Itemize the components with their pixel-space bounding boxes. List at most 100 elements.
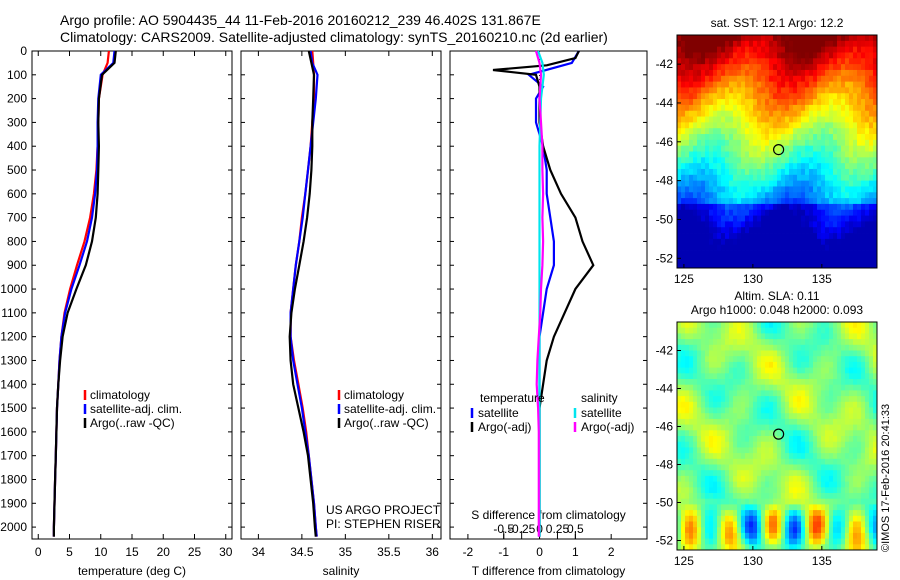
map-cell xyxy=(677,339,682,346)
map-cell xyxy=(793,333,798,340)
map-cell xyxy=(709,139,714,147)
map-cell xyxy=(761,361,766,368)
map-cell xyxy=(797,418,802,425)
map-cell xyxy=(817,493,822,500)
map-cell xyxy=(733,250,738,257)
map-cell xyxy=(809,407,814,414)
map-cell xyxy=(869,256,874,263)
map-cell xyxy=(825,413,830,420)
map-cell xyxy=(677,203,682,211)
map-cell xyxy=(817,203,822,211)
map-cell xyxy=(861,180,866,187)
map-cell xyxy=(805,373,810,380)
map-cell xyxy=(693,192,698,199)
map-cell xyxy=(757,493,762,500)
map-cell xyxy=(833,504,838,511)
map-cell xyxy=(845,350,850,357)
map-cell xyxy=(697,367,702,374)
map-cell xyxy=(677,322,682,329)
map-cell xyxy=(789,470,794,477)
map-cell xyxy=(801,498,806,505)
map-cell xyxy=(845,87,850,94)
map-cell xyxy=(861,93,866,100)
map-cell xyxy=(853,493,858,500)
map-cell xyxy=(785,481,790,488)
s-tick-label: 0.25 xyxy=(546,522,570,536)
map-cell xyxy=(781,373,786,380)
map-cell xyxy=(777,475,782,482)
map-cell xyxy=(745,532,750,539)
map-cell xyxy=(701,532,706,539)
map-cell xyxy=(797,116,802,123)
map-cell xyxy=(697,81,702,88)
map-cell xyxy=(693,367,698,374)
map-cell xyxy=(841,521,846,528)
map-cell xyxy=(789,498,794,505)
map-cell xyxy=(849,361,854,368)
map-cell xyxy=(685,498,690,505)
map-cell xyxy=(809,163,814,170)
map-cell xyxy=(741,498,746,505)
map-cell xyxy=(777,116,782,123)
map-cell xyxy=(729,538,734,545)
map-cell xyxy=(793,238,798,246)
map-cell xyxy=(717,424,722,431)
map-cell xyxy=(689,244,694,251)
map-cell xyxy=(805,244,810,251)
map-cell xyxy=(781,453,786,460)
map-cell xyxy=(721,87,726,94)
map-cell xyxy=(857,333,862,340)
map-cell xyxy=(845,487,850,494)
map-cell xyxy=(757,145,762,152)
map-cell xyxy=(789,81,794,88)
map-cell xyxy=(681,327,686,334)
map-cell xyxy=(829,256,834,263)
map-cell xyxy=(713,373,718,380)
map-cell xyxy=(793,221,798,228)
map-cell xyxy=(713,510,718,517)
map-cell xyxy=(689,436,694,443)
map-cell xyxy=(793,139,798,147)
map-cell xyxy=(805,52,810,59)
map-cell xyxy=(753,424,758,431)
map-cell xyxy=(833,532,838,539)
map-cell xyxy=(837,396,842,403)
map-cell xyxy=(837,139,842,147)
map-cell xyxy=(809,453,814,460)
map-cell xyxy=(829,139,834,147)
map-cell xyxy=(809,139,814,147)
map-cell xyxy=(801,58,806,65)
map-cell xyxy=(737,116,742,123)
map-cell xyxy=(829,430,834,437)
map-cell xyxy=(873,322,878,329)
map-cell xyxy=(809,40,814,48)
map-cell xyxy=(737,209,742,216)
map-cell xyxy=(857,430,862,437)
map-cell xyxy=(745,151,750,158)
map-cell xyxy=(829,538,834,545)
map-cell xyxy=(849,407,854,414)
map-cell xyxy=(833,464,838,471)
map-cell xyxy=(677,35,682,42)
map-cell xyxy=(869,361,874,368)
map-cell xyxy=(861,327,866,334)
map-cell xyxy=(777,192,782,199)
map-cell xyxy=(753,510,758,517)
map-cell xyxy=(777,238,782,246)
y-tick-label: -48 xyxy=(656,174,674,188)
map-cell xyxy=(857,407,862,414)
map-cell xyxy=(733,384,738,391)
map-cell xyxy=(725,227,730,234)
map-cell xyxy=(801,168,806,176)
map-cell xyxy=(845,510,850,517)
map-cell xyxy=(701,390,706,397)
map-cell xyxy=(745,538,750,545)
map-cell xyxy=(757,430,762,437)
map-cell xyxy=(713,151,718,158)
map-cell xyxy=(757,192,762,199)
map-cell xyxy=(757,244,762,251)
map-cell xyxy=(733,238,738,246)
map-cell xyxy=(701,174,706,182)
map-cell xyxy=(717,322,722,329)
map-cell xyxy=(789,418,794,425)
